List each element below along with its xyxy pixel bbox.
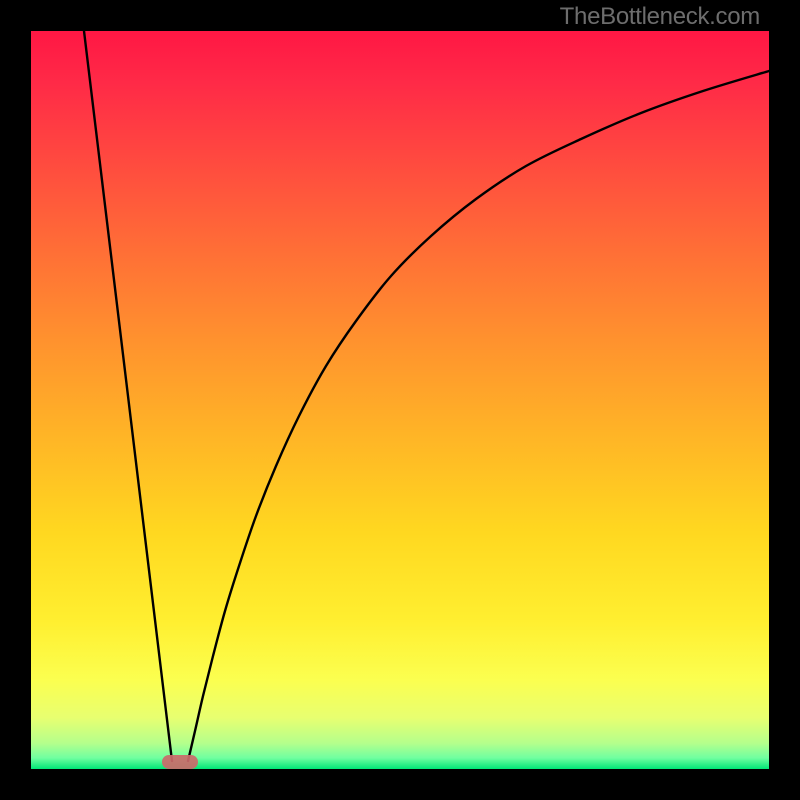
- bottleneck-curve: [31, 31, 769, 769]
- bottleneck-marker: [162, 755, 198, 769]
- watermark: TheBottleneck.com: [560, 3, 760, 31]
- plot-area: [31, 31, 769, 769]
